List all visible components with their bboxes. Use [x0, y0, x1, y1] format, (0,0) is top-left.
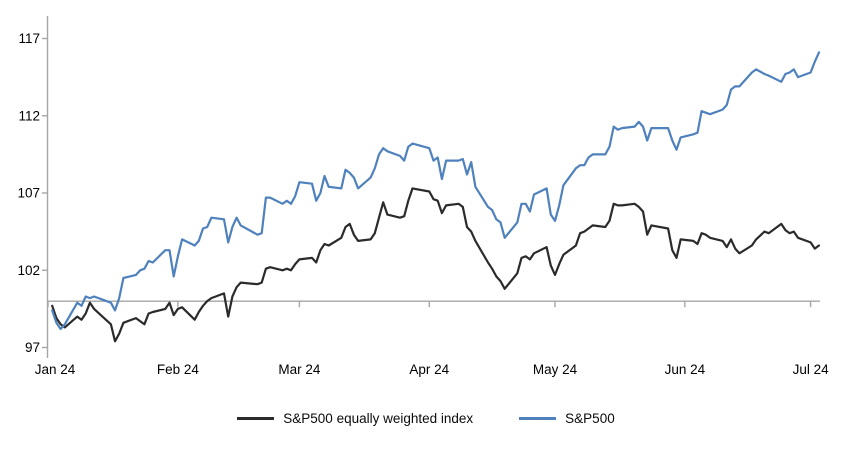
legend: S&P500 equally weighted index S&P500: [0, 411, 852, 426]
x-tick-label: May 24: [533, 362, 578, 377]
y-tick-label: 107: [17, 186, 40, 201]
legend-label-equal-weight: S&P500 equally weighted index: [283, 411, 474, 426]
x-tick-label: Apr 24: [409, 362, 449, 377]
y-tick-label: 117: [18, 31, 40, 46]
x-tick-label: Feb 24: [157, 362, 200, 377]
x-tick-label: Jul 24: [793, 362, 830, 377]
legend-label-sp500: S&P500: [565, 411, 615, 426]
line-chart: 97 102 107 112 117 Jan 24 Feb 24 Mar 24 Apr 24 Ma…: [17, 16, 830, 377]
y-tick-label: 112: [18, 108, 40, 123]
legend-swatch-sp500: [519, 417, 557, 420]
legend-item-equal-weight: S&P500 equally weighted index: [237, 411, 473, 426]
x-tick-label: Mar 24: [278, 362, 321, 377]
series-line-sp500: [51, 51, 821, 331]
x-tick-label: Jun 24: [665, 362, 706, 377]
y-tick-label: 97: [25, 340, 40, 355]
legend-swatch-equal-weight: [237, 417, 275, 420]
legend-item-sp500: S&P500: [519, 411, 615, 426]
series-line-equal-weight: [51, 187, 821, 343]
x-tick-label: Jan 24: [35, 362, 76, 377]
y-tick-label: 102: [17, 263, 40, 278]
